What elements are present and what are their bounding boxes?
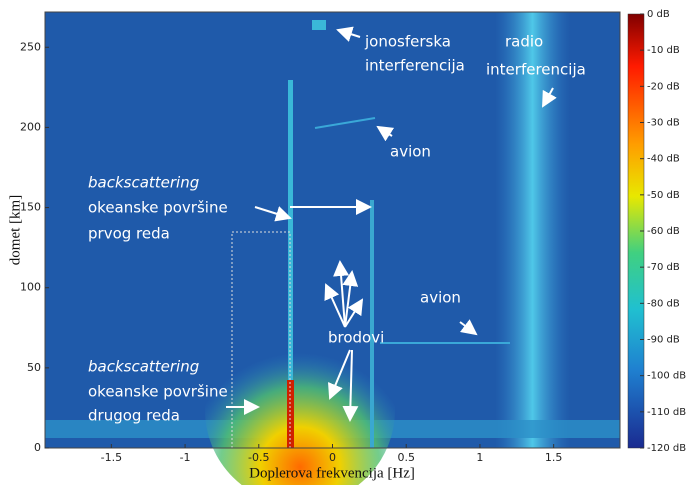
x-tick-label: 0.5 bbox=[397, 451, 415, 464]
colorbar-tick-label: -70 dB bbox=[647, 262, 680, 273]
annotation: jonosferska bbox=[364, 33, 451, 51]
annotation: okeanske površine bbox=[88, 383, 228, 401]
annotation: drugog reda bbox=[88, 407, 180, 425]
y-axis-label: domet [km] bbox=[7, 195, 23, 265]
x-tick-label: -1.5 bbox=[101, 451, 122, 464]
x-tick-label: -0.5 bbox=[248, 451, 269, 464]
arrows bbox=[226, 26, 557, 422]
aircraft-track bbox=[314, 117, 376, 129]
x-tick-label: 0 bbox=[329, 451, 336, 464]
heatmap bbox=[45, 12, 620, 485]
colorbar-tick-label: -50 dB bbox=[647, 190, 680, 201]
colorbar-tick-label: -40 dB bbox=[647, 154, 680, 165]
annotation: radio bbox=[505, 33, 543, 51]
y-tick-label: 250 bbox=[20, 40, 41, 53]
bragg-line bbox=[370, 200, 374, 448]
annotation: okeanske površine bbox=[88, 199, 228, 217]
annotation: prvog reda bbox=[88, 225, 170, 243]
annotation: interferencija bbox=[486, 61, 586, 79]
colorbar-tick-label: -80 dB bbox=[647, 298, 680, 309]
x-tick-label: 1 bbox=[476, 451, 483, 464]
colorbar-tick-label: -60 dB bbox=[647, 226, 680, 237]
y-tick-label: 150 bbox=[20, 201, 41, 214]
x-tick-label: 1.5 bbox=[545, 451, 563, 464]
annotation: interferencija bbox=[365, 57, 465, 75]
y-tick-label: 200 bbox=[20, 120, 41, 133]
y-tick-label: 50 bbox=[27, 361, 41, 374]
colorbar-tick-label: -30 dB bbox=[647, 118, 680, 129]
colorbar-tick-label: -120 dB bbox=[647, 443, 686, 454]
radio-band bbox=[495, 12, 570, 448]
colorbar-tick-label: -90 dB bbox=[647, 335, 680, 346]
x-axis-label: Doplerova frekvencija [Hz] bbox=[249, 465, 415, 481]
annotation: backscattering bbox=[88, 358, 199, 376]
annotation: avion bbox=[390, 143, 431, 161]
box bbox=[231, 231, 291, 449]
annotation: avion bbox=[420, 289, 461, 307]
colorbar-tick-label: -110 dB bbox=[647, 407, 686, 418]
colorbar-tick-label: 0 dB bbox=[647, 9, 670, 20]
annotation: backscattering bbox=[88, 174, 199, 192]
colorbar-tick-label: -20 dB bbox=[647, 81, 680, 92]
colorbar-tick-label: -100 dB bbox=[647, 371, 686, 382]
colorbar-tick-label: -10 dB bbox=[647, 45, 680, 56]
y-tick-label: 100 bbox=[20, 281, 41, 294]
x-tick-label: -1 bbox=[180, 451, 191, 464]
ionosphere bbox=[312, 20, 326, 30]
annotation: brodovi bbox=[328, 329, 384, 347]
y-tick-label: 0 bbox=[34, 441, 41, 454]
